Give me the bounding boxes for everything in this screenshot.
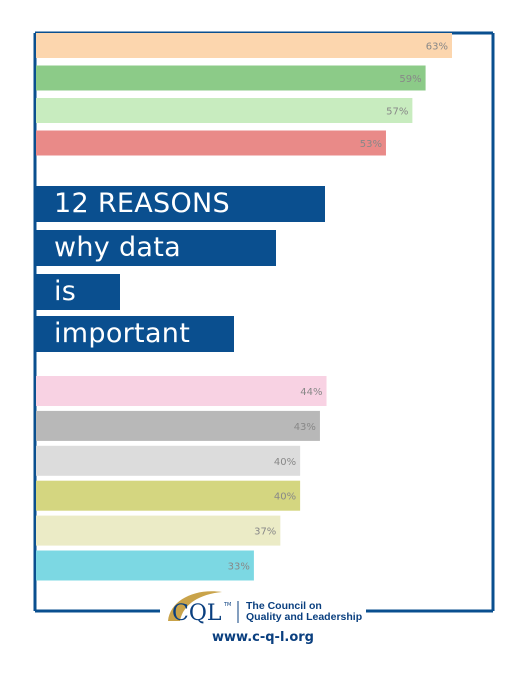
cql-logo-icon: CQL TM [168,591,239,626]
bar [36,376,327,406]
bar-value-label: 33% [228,562,250,573]
title-line-3: is [36,274,120,310]
bar-value-label: 59% [399,74,421,85]
bar-value-label: 53% [360,139,382,150]
logo-mark-text: CQL [172,601,222,626]
org-name: The Council on Quality and Leadership [246,601,362,623]
bar [36,410,320,441]
logo-tm: TM [223,602,231,608]
bar-value-label: 63% [426,42,448,53]
title-line-2: why data [36,230,276,266]
title-line-4: important [36,316,234,352]
bar [36,130,386,156]
bar-value-label: 40% [274,492,296,503]
title-line-1: 12 REASONS [36,186,325,222]
bar [36,550,254,581]
bars: 63% 59% 57% 53% 44% 43% 40% 40% 37% 33% [36,33,452,581]
bar [36,515,281,546]
bar-value-label: 40% [274,457,296,468]
bar-value-label: 57% [386,107,408,118]
bar [36,33,452,58]
bar [36,445,301,476]
org-name-line-1: The Council on [246,600,322,612]
bar-value-label: 44% [300,387,322,398]
website-url: www.c-q-l.org [212,630,314,645]
org-name-line-2: Quality and Leadership [246,611,363,623]
bar-value-label: 43% [294,422,316,433]
bar [36,98,413,123]
bar-value-label: 37% [254,527,276,538]
bar [36,65,426,91]
bar [36,480,301,511]
